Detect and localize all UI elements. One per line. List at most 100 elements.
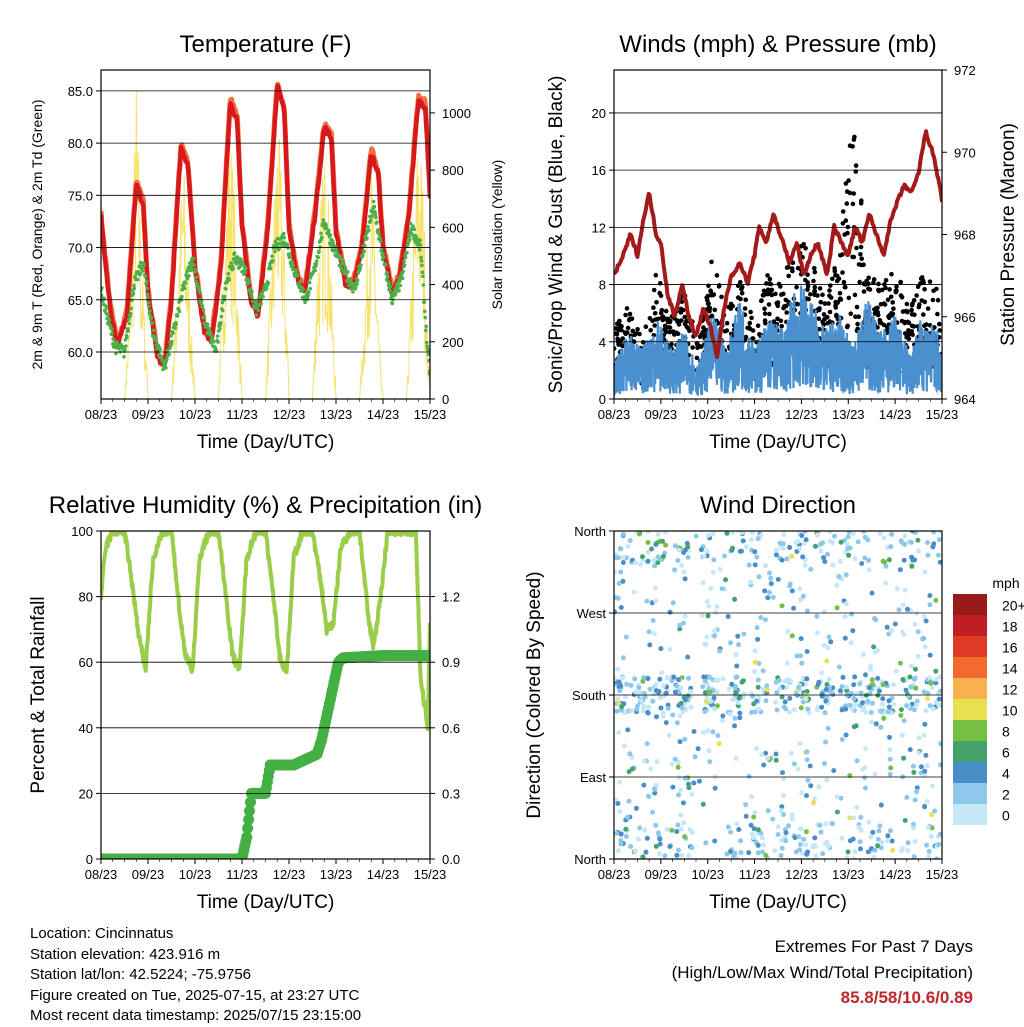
legend-swatch xyxy=(953,720,987,741)
y-tick-label: 70.0 xyxy=(68,241,93,256)
direction-point xyxy=(932,808,938,814)
direction-point xyxy=(910,557,916,563)
direction-point xyxy=(911,769,917,775)
gust-point xyxy=(845,230,850,236)
direction-point xyxy=(796,685,801,690)
gust-point xyxy=(743,297,748,303)
direction-point xyxy=(636,685,642,691)
solar-insolation-line xyxy=(101,90,430,399)
gust-point xyxy=(873,306,879,312)
direction-point xyxy=(905,840,911,846)
direction-point xyxy=(786,823,791,829)
direction-point xyxy=(886,557,892,563)
direction-point xyxy=(755,827,761,833)
gust-point xyxy=(634,331,639,336)
dewpoint-point xyxy=(140,269,145,273)
gust-point xyxy=(850,201,856,207)
dewpoint-point xyxy=(123,348,127,352)
gust-point xyxy=(667,329,673,335)
direction-point xyxy=(657,676,663,682)
direction-point xyxy=(732,696,738,702)
y-right-tick-label: 200 xyxy=(442,335,464,350)
direction-point xyxy=(618,707,624,713)
legend-swatch xyxy=(953,762,987,783)
gust-point xyxy=(871,280,876,286)
gust-point xyxy=(682,314,688,320)
direction-point xyxy=(863,709,869,715)
dewpoint-point xyxy=(131,291,136,295)
direction-point xyxy=(714,604,720,610)
direction-point xyxy=(746,773,752,779)
direction-point xyxy=(749,531,755,536)
direction-point xyxy=(663,542,669,548)
direction-point xyxy=(755,842,761,848)
direction-point xyxy=(700,580,706,586)
direction-point xyxy=(751,814,757,820)
dewpoint-point xyxy=(107,317,112,322)
direction-point xyxy=(735,531,741,533)
direction-point xyxy=(788,678,794,684)
direction-point xyxy=(885,833,891,839)
direction-point xyxy=(928,680,934,686)
humidity-line xyxy=(101,531,430,732)
direction-point xyxy=(708,586,714,591)
dewpoint-point xyxy=(129,306,133,311)
y-tick-label: 60 xyxy=(79,655,93,670)
direction-point xyxy=(670,712,676,718)
gust-point xyxy=(830,276,835,282)
direction-point xyxy=(730,531,736,535)
gust-point xyxy=(789,266,795,271)
direction-point xyxy=(850,628,856,634)
direction-point xyxy=(702,709,708,714)
dewpoint-point xyxy=(126,317,131,322)
pressure-line xyxy=(614,129,942,360)
dewpoint-point xyxy=(351,290,355,294)
dewpoint-point xyxy=(408,221,413,226)
direction-point xyxy=(794,653,800,659)
gust-point xyxy=(767,276,773,282)
direction-point xyxy=(706,532,711,538)
gust-point xyxy=(663,308,669,314)
gust-point xyxy=(620,336,625,341)
direction-point xyxy=(717,648,723,654)
direction-point xyxy=(798,705,804,711)
direction-point xyxy=(675,764,681,770)
gust-point xyxy=(921,312,926,317)
dewpoint-point xyxy=(266,281,271,285)
dewpoint-point xyxy=(271,258,275,263)
direction-point xyxy=(700,684,706,690)
plot-frame xyxy=(613,69,943,400)
dewpoint-point xyxy=(216,340,220,344)
dewpoint-point xyxy=(125,335,129,340)
direction-point xyxy=(924,763,930,769)
direction-point xyxy=(616,700,622,706)
dewpoint-point xyxy=(425,344,430,349)
direction-point xyxy=(852,849,858,855)
gust-point xyxy=(784,310,789,315)
direction-point xyxy=(870,700,875,706)
gust-point xyxy=(664,329,669,335)
gust-point xyxy=(662,323,668,329)
x-tick-label: 14/23 xyxy=(367,407,400,422)
direction-point xyxy=(880,682,886,687)
gust-point xyxy=(616,327,621,333)
gust-point xyxy=(739,286,744,292)
direction-point xyxy=(725,525,730,530)
direction-point xyxy=(752,549,758,555)
direction-point xyxy=(727,711,733,717)
direction-point xyxy=(614,569,617,575)
dewpoint-point xyxy=(306,290,311,295)
direction-point xyxy=(834,605,840,611)
gust-point xyxy=(833,299,838,305)
direction-point xyxy=(852,702,858,707)
direction-point xyxy=(704,634,710,640)
dewpoint-point xyxy=(169,334,173,338)
dewpoint-point xyxy=(416,243,420,247)
dewpoint-point xyxy=(343,265,348,270)
direction-point xyxy=(620,655,626,661)
gust-point xyxy=(805,280,810,285)
direction-point xyxy=(876,688,882,694)
direction-point xyxy=(620,560,626,565)
gust-point xyxy=(708,289,714,295)
dewpoint-point xyxy=(143,274,148,279)
